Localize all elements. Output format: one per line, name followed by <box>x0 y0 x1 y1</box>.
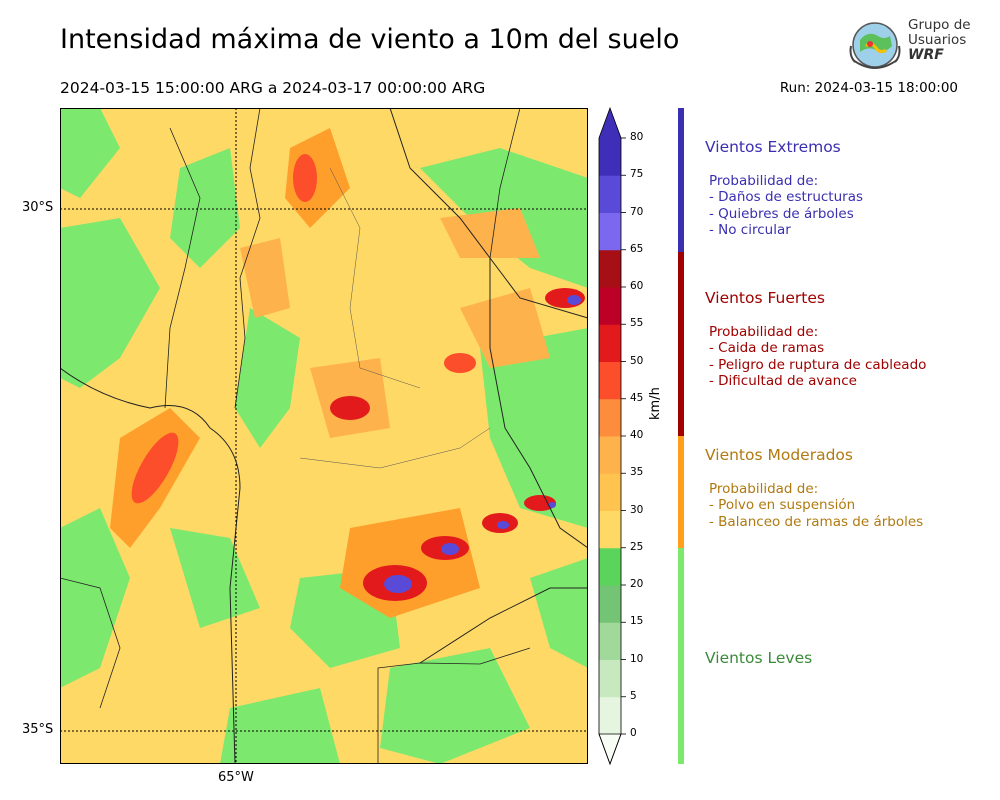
colorbar-tick-label: 50 <box>630 354 644 367</box>
colorbar-tick-label: 25 <box>630 540 644 553</box>
colorbar-extend-bottom <box>598 733 622 766</box>
globe-icon <box>849 22 901 69</box>
category-desc-line: - Balanceo de ramas de árboles <box>709 513 924 530</box>
category-desc-line: - Polvo en suspensión <box>709 497 856 514</box>
colorbar-tick-label: 65 <box>630 242 644 255</box>
colorbar-segment <box>599 175 621 213</box>
colorbar-tick-label: 70 <box>630 205 644 218</box>
colorbar-segment <box>599 473 621 511</box>
category-desc-fuertes: Probabilidad de: - Caida de ramas - Peligr… <box>709 324 926 389</box>
colorbar-tick-label: 35 <box>630 466 644 479</box>
colorbar-segment <box>599 585 621 623</box>
category-desc-moderados: Probabilidad de: - Polvo en suspensión - B… <box>709 481 923 530</box>
lon-label-65w: 65°W <box>218 770 254 785</box>
category-title-moderados: Vientos Moderados <box>705 446 853 464</box>
wind-map <box>60 108 588 764</box>
category-desc-line: - No circular <box>709 221 791 238</box>
colorbar-extend-top <box>599 108 621 138</box>
category-desc-line: - Peligro de ruptura de cableado <box>709 356 927 373</box>
category-bar-extremos <box>678 108 684 252</box>
colorbar-tick-label: 0 <box>630 727 637 739</box>
colorbar-segment <box>599 138 621 176</box>
time-range: 2024-03-15 15:00:00 ARG a 2024-03-17 00:… <box>60 79 486 97</box>
colorbar-tick-label: 40 <box>630 429 644 441</box>
colorbar-tick-label: 5 <box>630 689 637 702</box>
category-title-extremos: Vientos Extremos <box>705 138 841 156</box>
category-title-fuertes: Vientos Fuertes <box>705 289 825 307</box>
colorbar-tick-label: 55 <box>630 317 644 330</box>
colorbar-segment <box>599 510 621 549</box>
colorbar-tick-label: 10 <box>630 652 644 665</box>
category-desc-line: - Daños de estructuras <box>709 189 864 206</box>
colorbar-tick-label: 45 <box>630 391 644 404</box>
colorbar-segment <box>599 249 621 288</box>
category-desc-line: Probabilidad de: <box>709 173 819 189</box>
category-title-leves: Vientos Leves <box>705 649 813 667</box>
category-desc-line: - Caida de ramas <box>709 340 825 357</box>
colorbar-segment <box>599 659 621 698</box>
colorbar-tick-label: 20 <box>630 578 644 590</box>
category-desc-extremos: Probabilidad de: - Daños de estructuras - … <box>709 173 863 238</box>
colorbar-segment <box>599 324 621 362</box>
category-bar-fuertes <box>678 252 684 436</box>
colorbar-segment <box>599 361 621 400</box>
wrf-logo: Grupo de Usuarios WRF <box>846 16 971 76</box>
colorbar-tick-label: 80 <box>630 131 644 143</box>
logo-line-3: WRF <box>908 47 944 63</box>
colorbar-tick-label: 60 <box>630 280 644 292</box>
category-desc-line: - Quiebres de árboles <box>709 205 854 222</box>
colorbar-unit: km/h <box>648 387 663 420</box>
logo-line-1: Grupo de <box>908 17 971 33</box>
colorbar <box>598 106 626 766</box>
category-desc-line: - Dificultad de avance <box>709 372 857 389</box>
colorbar-segment <box>599 212 621 251</box>
colorbar-segment <box>599 436 621 474</box>
colorbar-segment <box>599 622 621 660</box>
category-bar-moderados <box>678 436 684 548</box>
lat-label-35s: 35°S <box>22 722 54 737</box>
run-time: Run: 2024-03-15 18:00:00 <box>779 80 958 96</box>
colorbar-tick-label: 30 <box>630 503 644 516</box>
category-desc-line: Probabilidad de: <box>709 324 819 340</box>
colorbar-segment <box>599 547 621 586</box>
lat-label-30s: 30°S <box>22 200 54 215</box>
map-title: Intensidad máxima de viento a 10m del su… <box>60 24 680 55</box>
colorbar-tick-label: 75 <box>630 168 644 181</box>
category-desc-line: Probabilidad de: <box>709 481 819 497</box>
colorbar-segment <box>599 696 621 735</box>
category-bar-leves <box>678 548 684 764</box>
colorbar-segment <box>599 398 621 437</box>
colorbar-segment <box>599 287 621 325</box>
logo-line-2: Usuarios <box>908 32 967 48</box>
colorbar-tick-label: 15 <box>630 615 644 628</box>
